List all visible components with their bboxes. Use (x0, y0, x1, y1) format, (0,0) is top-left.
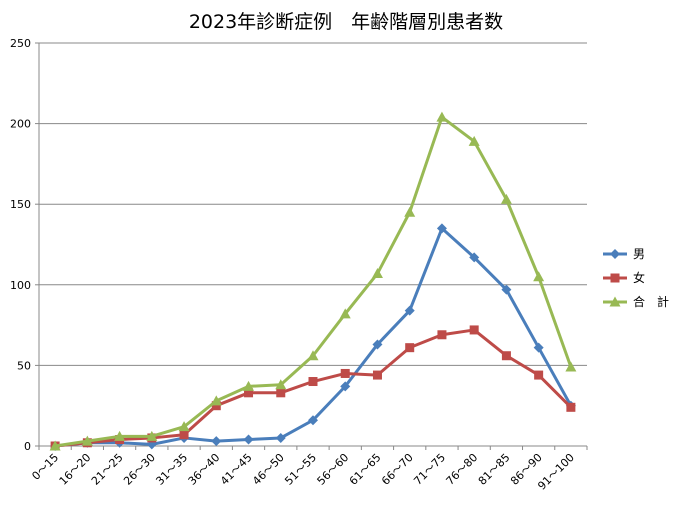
series-line (54, 226, 573, 448)
series-0 (50, 223, 576, 451)
data-point (340, 381, 351, 392)
data-point (81, 435, 93, 446)
x-tick-label: 56～60 (315, 451, 352, 488)
data-point (178, 421, 190, 432)
data-point (404, 206, 416, 217)
x-tick-label: 51～55 (282, 451, 319, 488)
data-point (211, 401, 221, 411)
legend-item: 男 (603, 247, 645, 261)
data-point (276, 388, 286, 398)
legend-label: 女 (633, 270, 645, 285)
data-point (501, 284, 512, 295)
data-point (211, 436, 222, 447)
series-2 (49, 111, 577, 451)
chart-title: 2023年診断症例 年齢階層別患者数 (189, 11, 503, 33)
x-tick-label: 81～85 (476, 451, 513, 488)
data-point (565, 361, 577, 372)
data-point (340, 368, 350, 378)
legend-item: 合 計 (603, 294, 669, 309)
data-point (372, 370, 382, 380)
data-point (404, 305, 415, 316)
legend: 男女合 計 (603, 247, 669, 309)
data-point (308, 415, 318, 426)
data-point (437, 330, 447, 340)
data-point (179, 430, 189, 440)
data-point (533, 342, 544, 353)
legend-marker (609, 296, 621, 307)
data-point (436, 111, 448, 122)
data-point (210, 395, 222, 406)
legend-label: 合 計 (633, 294, 669, 309)
data-point (500, 193, 512, 204)
data-point (534, 370, 544, 380)
x-tick-label: 66～70 (379, 451, 416, 488)
x-tick-label: 21～25 (89, 451, 126, 488)
legend-item: 女 (603, 270, 645, 285)
x-tick-label: 41～45 (218, 451, 255, 488)
x-axis-labels: 0～1516～2021～2526～3031～3536～4041～4546～505… (29, 446, 588, 493)
data-point (244, 388, 254, 398)
data-point (146, 430, 158, 441)
data-point (469, 252, 480, 263)
data-point (339, 308, 351, 319)
data-point (114, 430, 126, 441)
x-tick-label: 31～35 (153, 451, 190, 488)
series-line (54, 328, 572, 448)
x-tick-label: 61～65 (347, 451, 384, 488)
data-point (372, 339, 383, 350)
x-tick-label: 36～40 (186, 451, 223, 488)
data-point (371, 268, 383, 279)
series-line (54, 115, 573, 448)
x-tick-label: 16～20 (57, 451, 94, 488)
data-point (405, 343, 415, 353)
data-point (533, 271, 545, 282)
series-1 (50, 325, 576, 451)
y-tick-label: 50 (17, 359, 31, 372)
x-tick-label: 71～75 (411, 451, 448, 488)
x-tick-label: 76～80 (444, 451, 481, 488)
y-tick-label: 250 (10, 37, 31, 50)
y-tick-label: 150 (10, 198, 31, 211)
legend-label: 男 (633, 247, 645, 261)
data-point (307, 350, 319, 361)
legend-marker (610, 249, 620, 259)
y-tick-label: 200 (10, 118, 31, 131)
data-point (468, 135, 480, 146)
data-point (469, 325, 479, 335)
legend-marker (610, 273, 620, 283)
y-tick-label: 0 (24, 440, 31, 453)
data-point (243, 380, 255, 391)
data-point (501, 351, 511, 361)
data-point (308, 377, 318, 387)
data-point (243, 434, 254, 445)
data-point (566, 402, 576, 412)
data-point (275, 432, 286, 443)
y-tick-label: 100 (10, 279, 31, 292)
data-point (49, 440, 61, 451)
y-gridlines: 0 50 100 150 200 250 (10, 37, 587, 453)
data-point (436, 223, 447, 234)
data-point (275, 379, 287, 390)
x-tick-label: 46～50 (250, 451, 287, 488)
x-tick-label: 26～30 (121, 451, 158, 488)
